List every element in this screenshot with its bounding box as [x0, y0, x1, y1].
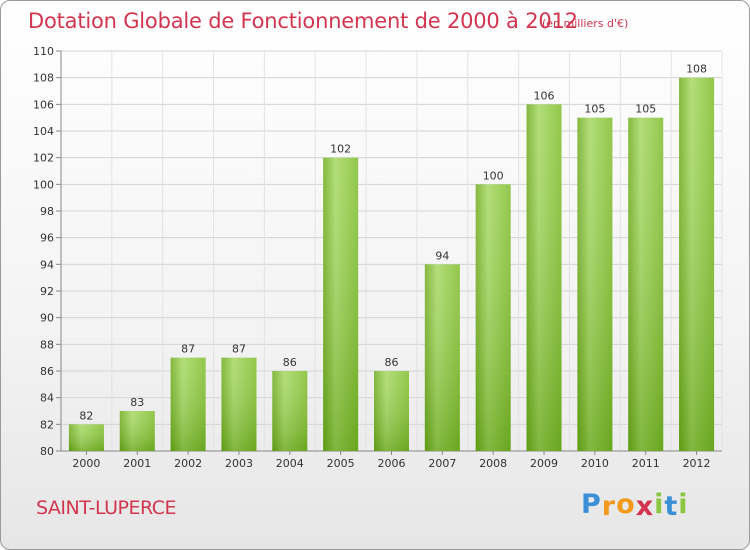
y-tick-label: 108	[33, 72, 54, 85]
x-tick-label: 2006	[378, 457, 406, 470]
bars	[68, 77, 715, 452]
y-tick-label: 92	[40, 285, 54, 298]
data-label: 106	[534, 89, 555, 102]
x-tick-label: 2007	[428, 457, 456, 470]
x-tick-label: 2011	[632, 457, 660, 470]
y-tick-label: 88	[40, 338, 54, 351]
x-tick-label: 2004	[276, 457, 304, 470]
bar-shade	[424, 264, 460, 451]
bar-shade	[272, 371, 308, 451]
data-label: 105	[635, 103, 656, 116]
bar-shade	[221, 357, 257, 451]
x-tick-label: 2000	[72, 457, 100, 470]
y-tick-label: 98	[40, 205, 54, 218]
bar-shade	[170, 357, 206, 451]
x-tick-label: 2005	[327, 457, 355, 470]
data-label: 102	[330, 143, 351, 156]
y-tick-label: 94	[40, 258, 54, 271]
data-label: 83	[130, 396, 144, 409]
data-label: 94	[435, 249, 449, 262]
x-tick-label: 2001	[123, 457, 151, 470]
bar-shade	[679, 77, 715, 452]
logo-letter: o	[616, 489, 636, 520]
x-tick-label: 2003	[225, 457, 253, 470]
labels: 82 83 87 87 86 102 86 94 100 106 105 105 108	[79, 63, 707, 423]
bar-shade	[577, 117, 613, 452]
proxiti-logo[interactable]: Proxiti	[581, 489, 689, 522]
y-tick-label: 106	[33, 98, 54, 111]
data-label: 82	[79, 409, 93, 422]
bar-shade	[119, 411, 155, 451]
x-tick-label: 2008	[479, 457, 507, 470]
data-label: 105	[584, 103, 605, 116]
commune-name: SAINT-LUPERCE	[36, 497, 176, 519]
data-label: 87	[181, 343, 195, 356]
data-label: 86	[385, 356, 399, 369]
y-tick-label: 90	[40, 312, 54, 325]
data-label: 100	[483, 169, 504, 182]
y-tick-label: 84	[40, 392, 54, 405]
bar-shade	[628, 117, 664, 452]
y-tick-label: 86	[40, 365, 54, 378]
x-tick-label: 2002	[174, 457, 202, 470]
data-label: 108	[686, 63, 707, 76]
x-tick-label: 2012	[683, 457, 711, 470]
logo-letter: P	[581, 489, 602, 520]
logo-letter: i	[678, 489, 689, 520]
bar-shade	[323, 157, 359, 451]
y-tick-label: 80	[40, 445, 54, 458]
x-tick-label: 2010	[581, 457, 609, 470]
bar-shade	[68, 424, 104, 451]
chart-title: Dotation Globale de Fonctionnement de 20…	[28, 9, 578, 33]
logo-letter: x	[635, 491, 655, 522]
data-label: 86	[283, 356, 297, 369]
logo-letter: t	[664, 491, 679, 522]
y-tick-label: 104	[33, 125, 54, 138]
logo-letter: i	[654, 489, 665, 520]
y-tick-label: 96	[40, 232, 54, 245]
y-tick-label: 82	[40, 418, 54, 431]
y-tick-label: 102	[33, 152, 54, 165]
x-tick-label: 2009	[530, 457, 558, 470]
bar-shade	[475, 184, 511, 452]
data-label: 87	[232, 343, 246, 356]
y-tick-label: 100	[33, 178, 54, 191]
bar-shade	[374, 371, 409, 451]
bar-shade	[526, 104, 562, 451]
logo-letter: r	[601, 491, 617, 522]
y-tick-label: 110	[33, 45, 54, 58]
chart-subtitle: (en milliers d'€)	[542, 17, 629, 30]
